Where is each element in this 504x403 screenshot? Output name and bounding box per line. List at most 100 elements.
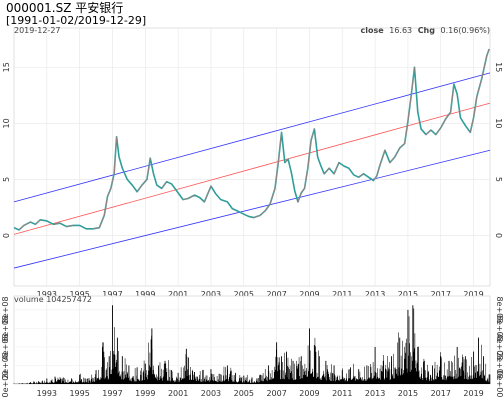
price-up-segment xyxy=(333,162,340,174)
volume-y-tick-right-8e+08: 8e+08 xyxy=(495,296,504,323)
channel-center-line xyxy=(13,102,491,235)
price-up-segment xyxy=(394,147,401,158)
price-x-tick-1993: 1993 xyxy=(37,290,57,299)
price-up-segment xyxy=(274,162,279,189)
price-panel-frame xyxy=(13,27,491,287)
price-up-segment xyxy=(297,192,302,202)
price-up-segment xyxy=(376,164,381,177)
price-up-segment xyxy=(450,84,455,113)
price-up-segment xyxy=(486,48,490,57)
price-up-segment xyxy=(277,132,282,163)
price-x-tick-2017: 2017 xyxy=(431,290,451,299)
price-y-tick-left-10: 10 xyxy=(2,118,11,128)
volume-y-tick-right-4e+08: 4e+08 xyxy=(495,333,504,360)
price-up-segment xyxy=(161,181,167,189)
volume-y-tick-left-8e+08: 8e+08 xyxy=(1,296,10,323)
price-up-segment xyxy=(445,111,451,120)
price-up-segment xyxy=(476,78,483,97)
price-up-segment xyxy=(358,173,364,178)
price-up-segment xyxy=(473,96,478,118)
price-up-segment xyxy=(435,127,442,135)
price-up-segment xyxy=(259,210,266,216)
legend-close-chg: close 16.63 Chg 0.16(0.96%) xyxy=(361,26,490,35)
price-x-tick-2011: 2011 xyxy=(332,290,352,299)
legend-close-label: close xyxy=(361,26,385,35)
price-y-tick-right-10: 10 xyxy=(494,118,503,128)
price-x-tick-2001: 2001 xyxy=(168,290,188,299)
price-up-segment xyxy=(425,129,432,135)
volume-x-tick-2019: 2019 xyxy=(463,389,483,398)
price-up-segment xyxy=(310,128,315,141)
price-up-segment xyxy=(440,118,446,129)
volume-x-axis: 1993 1995 1997 1999 2001 2003 2005 2007 2009 2011… xyxy=(37,389,484,398)
price-up-segment xyxy=(373,175,378,181)
price-up-segment xyxy=(304,168,309,189)
volume-y-tick-left-4e+08: 4e+08 xyxy=(1,333,10,360)
price-series xyxy=(13,48,490,231)
price-y-tick-right-5: 5 xyxy=(494,177,503,182)
price-x-axis: 1993 1995 1997 1999 2001 2003 2005 2007 2009 2011… xyxy=(37,290,484,299)
volume-x-tick-1999: 1999 xyxy=(135,389,155,398)
volume-x-tick-1997: 1997 xyxy=(102,389,122,398)
volume-series xyxy=(13,305,491,384)
price-up-segment xyxy=(107,188,112,197)
price-up-segment xyxy=(284,158,289,163)
price-up-segment xyxy=(407,95,412,122)
price-up-segment xyxy=(103,196,108,216)
price-up-segment xyxy=(113,136,117,174)
price-up-segment xyxy=(323,167,330,175)
channel-lower-line xyxy=(13,149,491,269)
price-x-tick-2013: 2013 xyxy=(365,290,385,299)
price-up-segment xyxy=(187,194,195,199)
volume-x-tick-2003: 2003 xyxy=(201,389,221,398)
last-date-label: 2019-12-27 xyxy=(14,26,61,35)
price-up-segment xyxy=(53,222,61,225)
price-up-segment xyxy=(264,203,271,212)
volume-y-tick-right-6e+08: 6e+08 xyxy=(495,315,504,342)
price-x-tick-2009: 2009 xyxy=(299,290,319,299)
price-up-segment xyxy=(300,188,305,194)
volume-x-tick-2013: 2013 xyxy=(365,389,385,398)
price-y-axis-left: 0 5 10 15 xyxy=(2,62,11,238)
price-up-segment xyxy=(66,225,74,227)
price-up-segment xyxy=(204,186,212,203)
volume-x-tick-2005: 2005 xyxy=(234,389,254,398)
price-y-tick-left-15: 15 xyxy=(2,62,11,72)
price-up-segment xyxy=(92,227,100,230)
price-up-segment xyxy=(182,198,189,200)
price-up-segment xyxy=(481,55,488,79)
volume-y-tick-right-0e+00: 0e+00 xyxy=(495,371,504,398)
price-up-segment xyxy=(110,173,115,189)
price-up-segment xyxy=(99,215,105,228)
volume-x-tick-1993: 1993 xyxy=(37,389,57,398)
price-up-segment xyxy=(469,117,474,133)
price-x-tick-2007: 2007 xyxy=(266,290,286,299)
volume-x-tick-2011: 2011 xyxy=(332,389,352,398)
price-y-tick-left-0: 0 xyxy=(2,233,11,238)
volume-y-tick-left-6e+08: 6e+08 xyxy=(1,315,10,342)
price-y-tick-left-5: 5 xyxy=(2,177,11,182)
price-up-segment xyxy=(307,140,312,169)
price-x-tick-2005: 2005 xyxy=(234,290,254,299)
price-up-segment xyxy=(18,225,25,231)
legend-chg-value: 0.16(0.96%) xyxy=(441,26,490,35)
volume-x-tick-1995: 1995 xyxy=(69,389,89,398)
chart-date-range: [1991-01-02/2019-12-29] xyxy=(6,14,146,27)
legend-chg-label: Chg xyxy=(418,26,436,35)
price-up-segment xyxy=(253,214,261,218)
price-x-tick-1997: 1997 xyxy=(102,290,122,299)
volume-label: volume 104257472 xyxy=(14,295,92,304)
price-up-segment xyxy=(379,150,386,165)
price-up-segment xyxy=(23,221,31,226)
price-up-segment xyxy=(146,158,151,180)
price-x-tick-1995: 1995 xyxy=(69,290,89,299)
volume-last-value: 104257472 xyxy=(46,295,92,304)
volume-x-tick-2017: 2017 xyxy=(431,389,451,398)
price-up-segment xyxy=(269,188,276,205)
price-up-segment xyxy=(399,143,405,149)
price-panel: 0 5 10 15 0 5 10 15 1993 1995 1997 1999 2001 2003 20… xyxy=(2,26,503,299)
volume-x-tick-2009: 2009 xyxy=(299,389,319,398)
